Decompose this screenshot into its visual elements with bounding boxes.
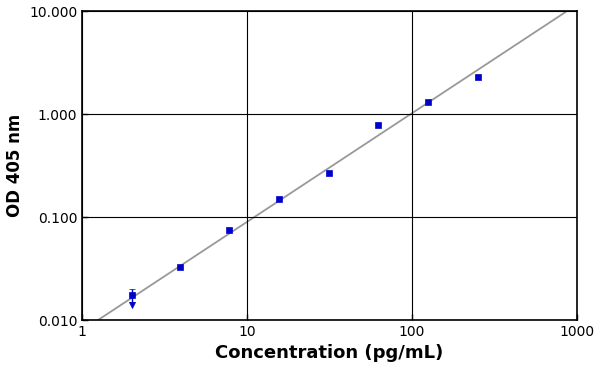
X-axis label: Concentration (pg/mL): Concentration (pg/mL) [215, 344, 443, 362]
Y-axis label: OD 405 nm: OD 405 nm [5, 114, 23, 217]
